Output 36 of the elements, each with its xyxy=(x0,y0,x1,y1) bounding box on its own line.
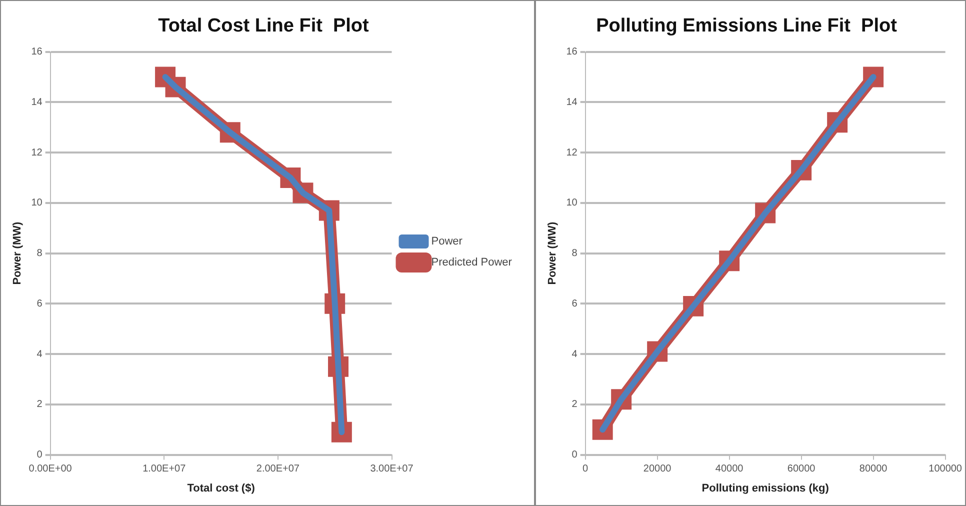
x-tick-label: 100000 xyxy=(928,464,962,475)
chart-title: Total Cost Line Fit Plot xyxy=(158,16,370,37)
x-tick-label: 1.00E+07 xyxy=(142,464,186,475)
x-tick-label: 80000 xyxy=(859,464,888,475)
y-tick-label: 6 xyxy=(36,298,43,310)
y-axis-title: Power (MW) xyxy=(12,222,24,285)
y-tick-label: 10 xyxy=(566,198,578,209)
y-tick-label: 6 xyxy=(572,298,578,310)
x-tick-label: 3.00E+07 xyxy=(370,464,414,475)
y-tick-label: 16 xyxy=(31,46,43,58)
y-axis-title: Power (MW) xyxy=(546,222,559,285)
x-tick-label: 60000 xyxy=(787,464,816,475)
x-axis-title: Polluting emissions (kg) xyxy=(702,482,830,494)
y-tick-label: 8 xyxy=(36,248,43,260)
y-tick-label: 0 xyxy=(36,450,43,461)
legend-label: Power xyxy=(431,236,463,248)
y-tick-label: 14 xyxy=(566,96,578,108)
y-tick-label: 0 xyxy=(572,450,578,461)
x-tick-label: 0 xyxy=(582,464,589,475)
y-tick-label: 8 xyxy=(572,248,578,260)
y-tick-label: 12 xyxy=(566,147,578,158)
x-tick-label: 0.00E+00 xyxy=(28,464,72,475)
chart-title: Polluting Emissions Line Fit Plot xyxy=(596,16,898,37)
y-tick-label: 10 xyxy=(31,198,43,209)
y-tick-label: 4 xyxy=(572,348,578,360)
legend-label: Predicted Power xyxy=(431,256,512,269)
x-tick-label: 2.00E+07 xyxy=(256,464,300,475)
y-tick-label: 14 xyxy=(31,96,43,108)
y-tick-label: 12 xyxy=(31,147,43,158)
x-axis-title: Total cost ($) xyxy=(187,482,256,494)
x-tick-label: 20000 xyxy=(643,464,672,475)
y-tick-label: 2 xyxy=(36,399,43,410)
y-tick-label: 2 xyxy=(572,399,578,410)
x-tick-label: 40000 xyxy=(715,464,744,475)
y-tick-label: 16 xyxy=(566,46,578,58)
y-tick-label: 4 xyxy=(36,348,43,360)
